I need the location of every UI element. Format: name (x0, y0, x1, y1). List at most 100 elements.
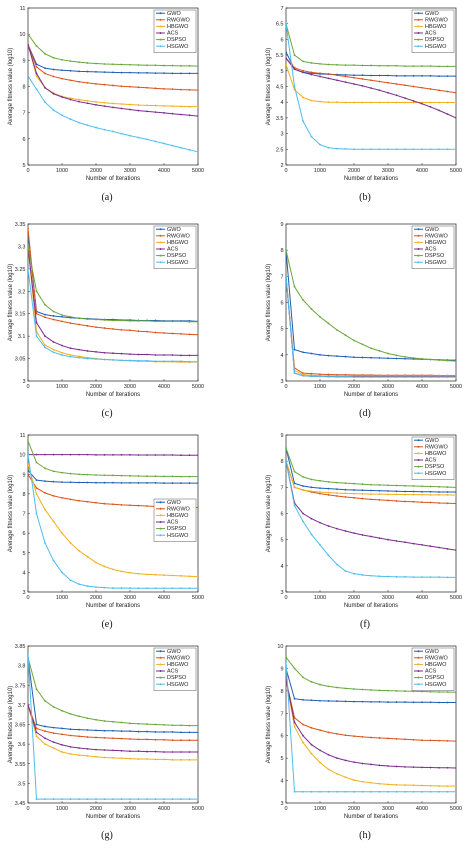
data-point (378, 764, 381, 767)
data-point (319, 62, 321, 65)
data-point (344, 73, 347, 76)
data-point (197, 105, 198, 108)
data-point (412, 65, 415, 67)
data-point (438, 691, 440, 693)
data-point (69, 734, 72, 737)
data-point (310, 743, 313, 746)
data-point (446, 790, 449, 793)
y-tick-label: 5 (22, 163, 25, 169)
x-tick-label: 3000 (382, 168, 394, 174)
y-tick-label: 4 (280, 353, 283, 359)
data-point (154, 360, 157, 363)
data-point (387, 352, 389, 355)
data-point (69, 453, 72, 456)
data-point (171, 320, 174, 323)
legend-label: RWGWO (167, 17, 191, 23)
data-point (438, 546, 440, 549)
series-acs (286, 460, 456, 552)
data-point (180, 354, 182, 357)
data-point (28, 463, 29, 466)
data-point (387, 689, 389, 692)
data-point (120, 103, 123, 105)
x-tick-label: 4000 (158, 595, 170, 601)
legend-label: RWGWO (425, 233, 449, 239)
data-point (95, 70, 97, 73)
data-point (35, 487, 38, 489)
data-point (95, 326, 97, 329)
data-point (112, 737, 114, 740)
data-point (146, 104, 148, 107)
data-point (129, 587, 131, 589)
data-point (28, 75, 29, 77)
legend-marker (159, 12, 162, 15)
data-point (429, 88, 432, 90)
data-point (180, 798, 182, 800)
data-point (86, 324, 89, 327)
data-point (146, 730, 148, 733)
data-point (103, 101, 106, 104)
legend-marker (159, 45, 162, 48)
data-point (44, 67, 46, 70)
x-tick-label: 5000 (450, 384, 462, 390)
data-point (180, 475, 182, 478)
data-point (61, 354, 63, 356)
data-point (319, 729, 321, 732)
data-point (361, 688, 364, 691)
data-point (293, 504, 296, 507)
data-point (353, 492, 355, 495)
data-point (344, 148, 347, 150)
data-point (446, 547, 449, 550)
data-point (112, 328, 114, 330)
data-point (344, 734, 347, 737)
data-point (171, 475, 174, 478)
legend-marker (159, 534, 162, 537)
data-point (387, 783, 389, 786)
data-point (344, 101, 347, 104)
data-point (137, 319, 140, 322)
data-point (112, 84, 114, 87)
data-point (61, 709, 63, 712)
data-point (188, 64, 191, 67)
data-point (302, 96, 304, 99)
y-tick-label: 9 (280, 222, 283, 228)
data-point (302, 475, 304, 478)
data-point (387, 499, 389, 502)
data-point (455, 148, 456, 151)
x-tick-label: 3000 (382, 384, 394, 390)
x-tick-label: 5000 (192, 806, 204, 812)
y-tick-label: 6 (22, 531, 25, 537)
data-point (395, 83, 398, 85)
legend-marker (159, 254, 162, 257)
data-point (310, 790, 313, 793)
data-point (429, 490, 432, 493)
data-point (286, 447, 287, 449)
x-tick-label: 0 (26, 384, 29, 390)
data-point (146, 110, 148, 113)
legend-marker (417, 439, 420, 442)
legend-marker (159, 656, 162, 659)
data-point (327, 554, 330, 557)
data-point (44, 508, 46, 511)
data-point (344, 790, 347, 793)
y-tick-label: 6 (280, 512, 283, 518)
data-point (86, 747, 89, 750)
data-point (188, 320, 191, 323)
data-point (78, 121, 80, 124)
data-point (438, 785, 440, 787)
data-point (361, 790, 364, 793)
y-tick-label: 3.8 (18, 664, 26, 670)
data-point (387, 490, 389, 492)
data-point (52, 798, 55, 800)
x-tick-label: 5000 (192, 168, 204, 174)
data-point (446, 359, 449, 362)
series-hsgwo (28, 652, 198, 800)
data-point (129, 359, 131, 362)
data-point (404, 738, 406, 741)
series-hbgwo (28, 463, 198, 578)
data-point (86, 99, 89, 102)
x-tick-label: 3000 (124, 168, 136, 174)
y-tick-label: 7 (22, 111, 25, 117)
x-tick-label: 2000 (348, 806, 360, 812)
data-point (412, 784, 415, 787)
